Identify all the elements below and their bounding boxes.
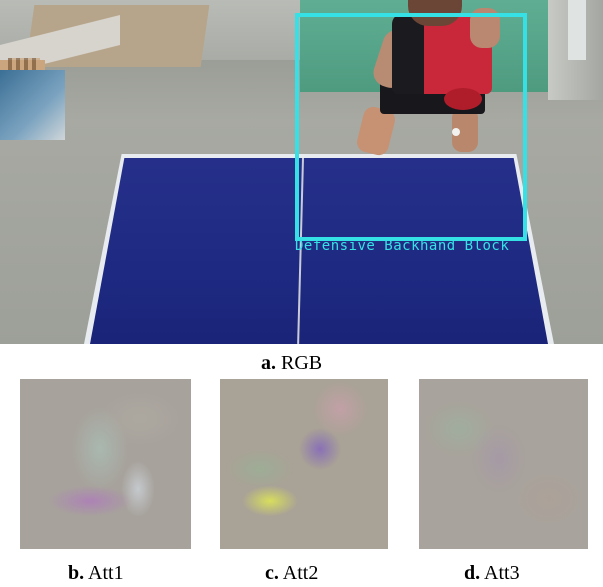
caption-b-text: Att1 <box>88 562 124 584</box>
caption-c-letter: c. <box>265 562 279 584</box>
caption-d: d. Att3 <box>464 562 520 585</box>
detection-bounding-box <box>295 13 527 241</box>
window <box>568 0 586 60</box>
rgb-frame: Defensive Backhand Block <box>0 0 603 344</box>
caption-a-letter: a. <box>261 352 276 374</box>
caption-c-text: Att2 <box>282 562 319 584</box>
attention-map-1 <box>20 379 191 549</box>
ball <box>452 128 460 136</box>
attention-map-3 <box>419 379 588 549</box>
caption-b: b. Att1 <box>68 562 124 585</box>
paddle <box>444 88 482 110</box>
caption-a: a. RGB <box>261 352 322 375</box>
detection-label: Defensive Backhand Block <box>295 238 510 254</box>
caption-a-text: RGB <box>281 352 323 374</box>
attention-map-2 <box>220 379 388 549</box>
caption-c: c. Att2 <box>265 562 318 585</box>
caption-b-letter: b. <box>68 562 85 584</box>
caption-d-letter: d. <box>464 562 481 584</box>
storage-box <box>0 70 65 140</box>
caption-d-text: Att3 <box>484 562 520 584</box>
table-tennis-table <box>90 158 548 344</box>
